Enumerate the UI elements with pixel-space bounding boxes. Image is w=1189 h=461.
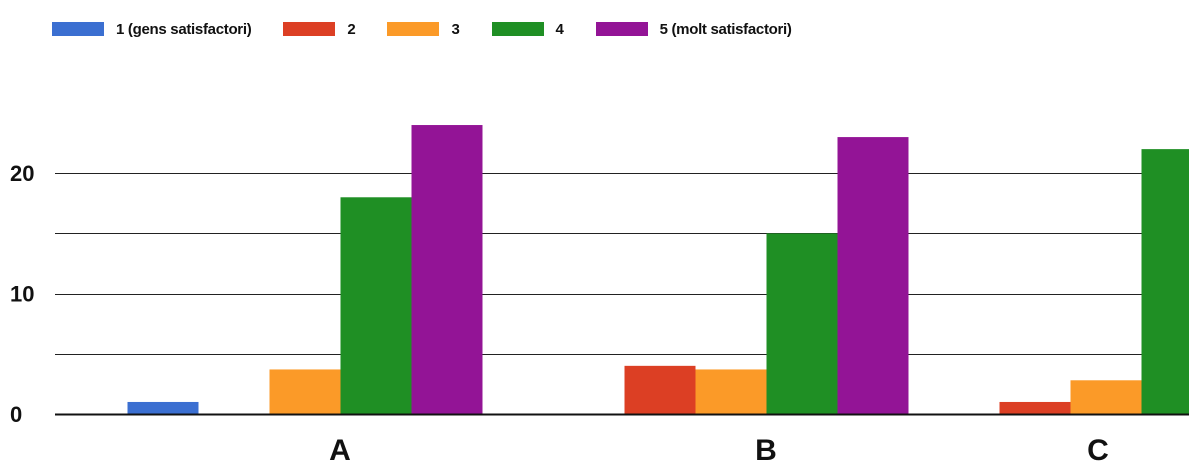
x-tick-label: A — [329, 434, 351, 461]
legend-item: 3 — [387, 20, 460, 38]
bar — [1141, 149, 1189, 414]
bar — [837, 137, 909, 414]
bar — [127, 401, 199, 414]
legend-item: 5 (molt satisfactori) — [595, 20, 792, 38]
bar — [411, 125, 483, 414]
bar — [269, 369, 341, 414]
bar — [1070, 380, 1142, 414]
legend-label: 4 — [555, 20, 564, 38]
y-tick-label: 10 — [10, 282, 34, 307]
legend-label: 3 — [451, 20, 460, 38]
legend-label: 1 (gens satisfactori) — [116, 20, 252, 38]
y-tick-label: 0 — [10, 402, 22, 427]
legend-swatch — [283, 22, 336, 36]
legend-swatch — [52, 22, 104, 36]
legend-label: 2 — [347, 20, 356, 38]
y-tick-label: 20 — [10, 161, 34, 186]
legend-swatch — [595, 22, 648, 36]
chart-legend: 1 (gens satisfactori) 2 3 4 5 (molt satisfac… — [52, 18, 824, 40]
legend-item: 4 — [491, 20, 564, 38]
bar — [999, 401, 1071, 414]
x-tick-label: B — [755, 434, 777, 461]
legend-item: 1 (gens satisfactori) — [52, 20, 252, 38]
legend-swatch — [387, 22, 440, 36]
legend-item: 2 — [283, 20, 356, 38]
legend-swatch — [491, 22, 544, 36]
bar — [624, 365, 696, 414]
bar — [766, 233, 838, 414]
x-tick-label: C — [1087, 434, 1109, 461]
bar — [695, 369, 767, 414]
bar — [340, 197, 412, 414]
legend-label: 5 (molt satisfactori) — [659, 20, 792, 38]
